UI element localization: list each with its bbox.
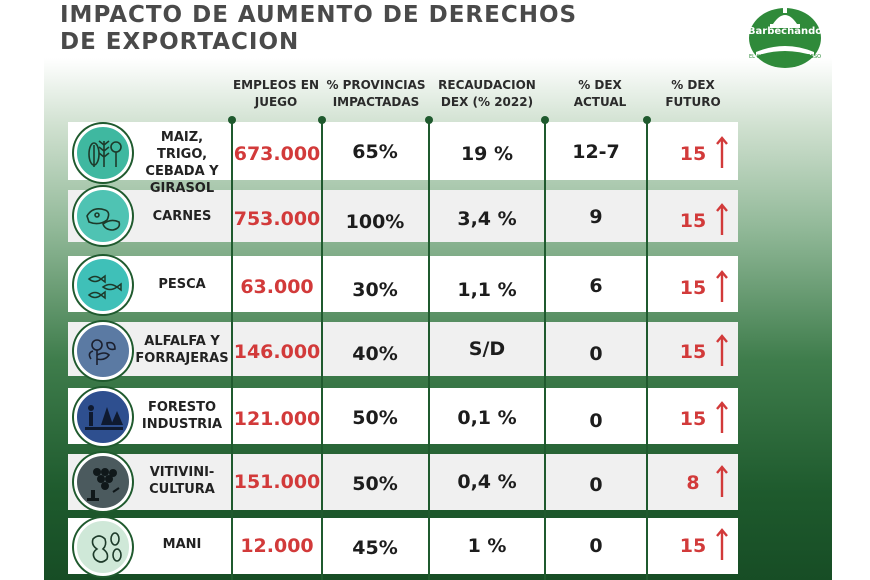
category-label: VITIVINI- CULTURA <box>149 465 215 497</box>
dex-actual-value: 0 <box>589 474 603 496</box>
provincias-value: 100% <box>345 211 405 233</box>
column-divider <box>544 120 546 580</box>
row-band-5 <box>68 388 738 444</box>
provincias-value: 50% <box>352 407 398 429</box>
empleos-value: 753.000 <box>233 208 321 230</box>
provincias-value: 45% <box>352 537 398 559</box>
header-recaudacion: RECAUDACION DEX (% 2022) <box>438 78 536 109</box>
dex-futuro-value: 15 <box>679 341 707 363</box>
empleos-value: 146.000 <box>233 341 321 363</box>
category-label: CARNES <box>152 209 212 224</box>
provincias-value: 30% <box>352 279 398 301</box>
column-divider <box>231 120 233 580</box>
row-band-4 <box>68 322 738 376</box>
forest-icon <box>74 388 132 446</box>
recaudacion-value: 1 % <box>467 535 507 557</box>
column-divider <box>428 120 430 580</box>
peanut-icon <box>74 518 132 576</box>
header-empleos: EMPLEOS EN JUEGO <box>232 78 320 109</box>
column-divider-dot <box>425 116 433 124</box>
empleos-value: 12.000 <box>240 535 314 557</box>
dex-futuro-value: 8 <box>686 472 700 494</box>
increase-arrow-icon <box>716 465 728 497</box>
row-band-3 <box>68 256 738 312</box>
dex-futuro-value: 15 <box>679 277 707 299</box>
row-band-1 <box>68 122 738 180</box>
category-label: MAIZ, TRIGO, CEBADA Y GIRASOL <box>145 130 219 196</box>
meat-icon <box>74 187 132 245</box>
title-line-2: DE EXPORTACION <box>60 29 300 55</box>
category-label: FORESTO INDUSTRIA <box>141 400 223 432</box>
header-dex-actual: % DEX ACTUAL <box>573 78 627 109</box>
logo-mark-icon <box>749 7 821 68</box>
header-provincias: % PROVINCIAS IMPACTADAS <box>326 78 426 109</box>
column-divider <box>646 120 648 580</box>
column-divider-dot <box>228 116 236 124</box>
recaudacion-value: 19 % <box>460 143 514 165</box>
row-band-7 <box>68 518 738 574</box>
alfalfa-icon <box>74 322 132 380</box>
column-divider <box>321 120 323 580</box>
category-label: ALFALFA Y FORRAJERAS <box>135 334 229 366</box>
column-divider-dot <box>643 116 651 124</box>
dex-futuro-value: 15 <box>679 143 707 165</box>
recaudacion-value: 3,4 % <box>457 208 517 230</box>
provincias-value: 65% <box>352 141 398 163</box>
logo-tagline: EL CAMPO EN EL CONGRESO <box>748 54 822 60</box>
category-label: PESCA <box>158 277 206 292</box>
increase-arrow-icon <box>716 334 728 366</box>
provincias-value: 40% <box>352 343 398 365</box>
empleos-value: 121.000 <box>233 408 321 430</box>
increase-arrow-icon <box>716 136 728 168</box>
column-divider-dot <box>318 116 326 124</box>
right-frame <box>832 0 870 580</box>
title-line-1: IMPACTO DE AUMENTO DE DERECHOS <box>60 2 578 28</box>
dex-futuro-value: 15 <box>679 408 707 430</box>
recaudacion-value: 0,1 % <box>457 407 517 429</box>
increase-arrow-icon <box>716 401 728 433</box>
recaudacion-value: S/D <box>468 338 506 360</box>
empleos-value: 63.000 <box>240 276 314 298</box>
barbechando-logo: Barbechando EL CAMPO EN EL CONGRESO <box>740 4 830 72</box>
column-divider-dot <box>541 116 549 124</box>
logo-name: Barbechando <box>747 26 823 37</box>
provincias-value: 50% <box>352 473 398 495</box>
dex-futuro-value: 15 <box>679 210 707 232</box>
dex-actual-value: 12-7 <box>572 141 620 163</box>
fish-icon <box>74 256 132 314</box>
row-band-6 <box>68 454 738 510</box>
grapes-icon <box>74 453 132 511</box>
dex-actual-value: 0 <box>589 410 603 432</box>
page-title: IMPACTO DE AUMENTO DE DERECHOS DE EXPORT… <box>60 2 577 56</box>
dex-actual-value: 0 <box>589 343 603 365</box>
recaudacion-value: 0,4 % <box>457 471 517 493</box>
empleos-value: 673.000 <box>233 143 321 165</box>
dex-actual-value: 6 <box>589 275 603 297</box>
increase-arrow-icon <box>716 270 728 302</box>
dex-futuro-value: 15 <box>679 535 707 557</box>
increase-arrow-icon <box>716 203 728 235</box>
category-label: MANI <box>162 537 202 552</box>
grains-icon <box>74 124 132 182</box>
recaudacion-value: 1,1 % <box>457 279 517 301</box>
header-dex-futuro: % DEX FUTURO <box>665 78 721 109</box>
row-band-2 <box>68 190 738 242</box>
increase-arrow-icon <box>716 528 728 560</box>
empleos-value: 151.000 <box>233 471 321 493</box>
dex-actual-value: 9 <box>589 206 603 228</box>
dex-actual-value: 0 <box>589 535 603 557</box>
left-frame <box>0 0 44 580</box>
